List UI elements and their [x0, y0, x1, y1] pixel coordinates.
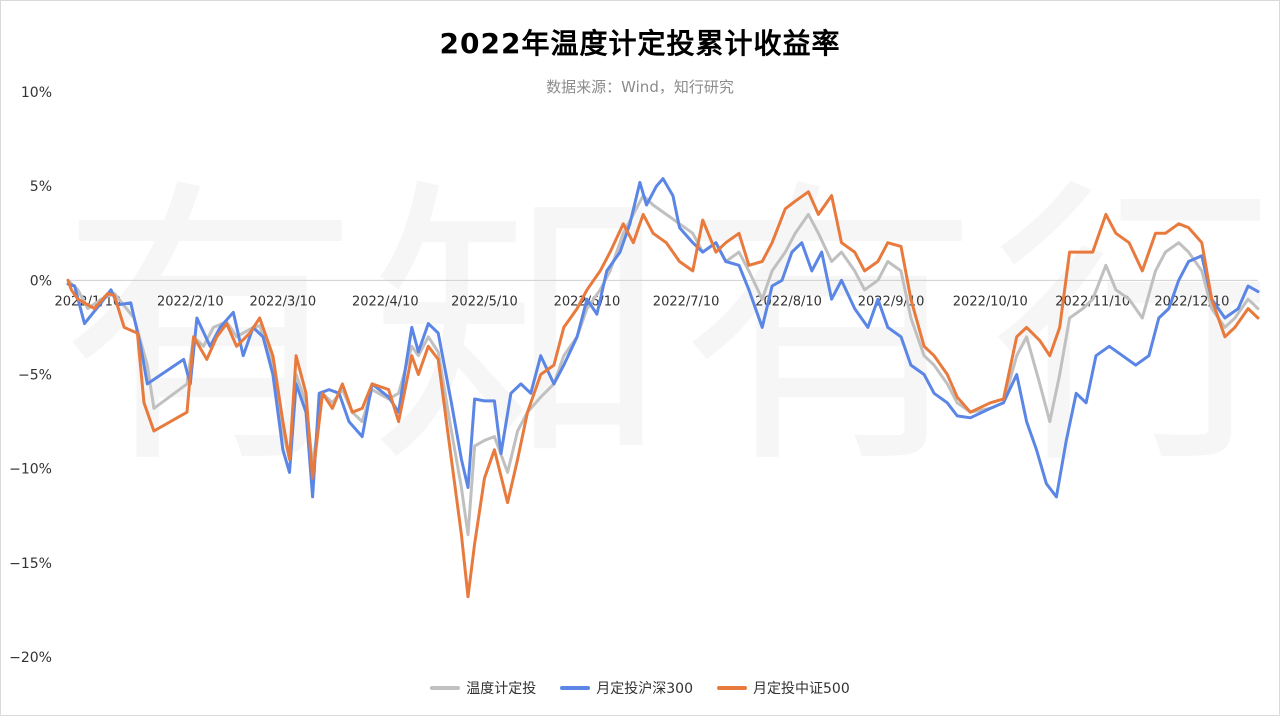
y-tick-label: 5%	[30, 179, 52, 195]
y-tick-label: −15%	[9, 556, 52, 572]
legend-swatch	[717, 686, 747, 690]
x-tick-label: 2022/3/10	[250, 294, 317, 309]
series-line-3	[66, 190, 1260, 599]
y-tick-label: −5%	[18, 368, 52, 384]
legend-label: 月定投沪深300	[596, 681, 693, 697]
axes: 10%5%0%−5%−10%−15%−20%2022/1/10 2022/2/10…	[9, 85, 1258, 666]
series-line-1	[66, 194, 1260, 537]
x-tick-label: 2022/2/10	[157, 294, 224, 309]
x-tick-label: 2022/10/10	[953, 294, 1028, 309]
legend: 温度计定投 月定投沪深300 月定投中证500	[0, 678, 1280, 698]
y-tick-label: −20%	[9, 650, 52, 666]
legend-swatch	[560, 686, 591, 690]
y-tick-label: −10%	[9, 462, 52, 478]
legend-item-3[interactable]: 月定投中证500	[717, 678, 850, 698]
x-tick-label: 2022/8/10	[755, 294, 822, 309]
y-tick-label: 0%	[30, 273, 52, 289]
x-tick-label: 2022/4/10	[352, 294, 419, 309]
x-tick-label: 2022/11/10	[1055, 294, 1130, 309]
legend-item-2[interactable]: 月定投沪深300	[560, 678, 693, 698]
legend-label: 月定投中证500	[753, 681, 850, 697]
legend-swatch	[430, 686, 461, 690]
x-tick-label: 2022/5/10	[451, 294, 518, 309]
chart-title: 2022年温度计定投累计收益率	[439, 27, 841, 60]
legend-item-1[interactable]: 温度计定投	[430, 678, 536, 698]
x-tick-label: 2022/7/10	[653, 294, 720, 309]
legend-label: 温度计定投	[466, 681, 537, 697]
series-layer	[66, 177, 1260, 599]
series-line-2	[66, 177, 1260, 499]
y-tick-label: 10%	[21, 85, 52, 101]
chart-subtitle: 数据来源：Wind，知行研究	[546, 78, 734, 96]
